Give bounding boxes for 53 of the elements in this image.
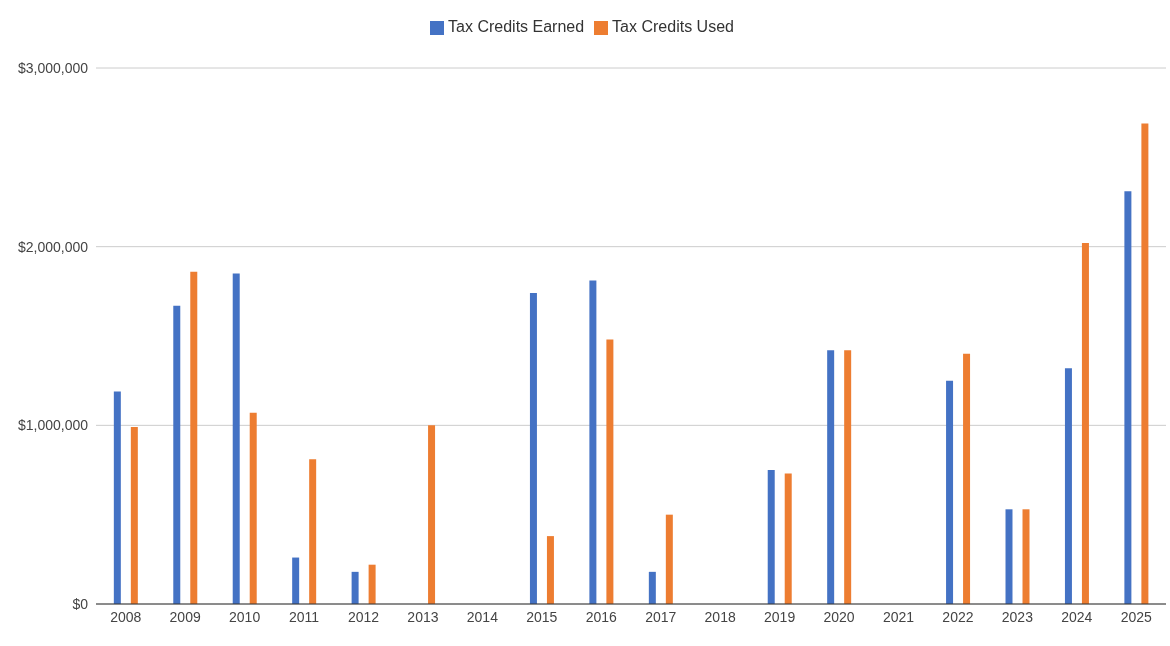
x-tick-label: 2017 (645, 608, 677, 625)
bar (113, 391, 121, 604)
bar (529, 293, 537, 604)
bar (351, 571, 359, 604)
x-tick-label: 2019 (764, 608, 796, 625)
bar (173, 305, 181, 604)
bar (1064, 368, 1072, 604)
bar (844, 350, 852, 604)
bar (190, 271, 198, 604)
x-tick-label: 2008 (110, 608, 142, 625)
bar (1022, 509, 1030, 604)
bar (589, 280, 597, 604)
x-tick-label: 2015 (526, 608, 558, 625)
bar (232, 273, 240, 604)
bar (309, 459, 317, 604)
x-tick-label: 2024 (1061, 608, 1093, 625)
bar (292, 557, 300, 604)
bar (249, 412, 257, 604)
bar (946, 380, 954, 604)
x-tick-label: 2023 (1001, 608, 1034, 625)
bar (428, 425, 436, 604)
bar (648, 571, 656, 604)
bar (1124, 191, 1132, 604)
bar (606, 339, 614, 604)
bar (1005, 509, 1013, 604)
legend-label: Tax Credits Earned (448, 18, 585, 35)
bar (767, 470, 775, 604)
x-tick-label: 2014 (466, 608, 499, 625)
bar (368, 564, 376, 604)
bar (1141, 123, 1149, 604)
bar (130, 427, 138, 604)
x-tick-label: 2022 (942, 608, 974, 625)
x-tick-label: 2016 (585, 608, 618, 625)
x-tick-label: 2025 (1120, 608, 1153, 625)
x-tick-label: 2021 (882, 608, 915, 625)
bar (665, 514, 673, 604)
x-tick-label: 2020 (823, 608, 855, 625)
legend-label: Tax Credits Used (612, 18, 734, 35)
y-tick-label: $0 (72, 595, 89, 612)
x-tick-label: 2018 (704, 608, 736, 625)
x-tick-label: 2013 (407, 608, 439, 625)
bar (546, 536, 554, 604)
x-tick-label: 2009 (169, 608, 201, 625)
bar (827, 350, 835, 604)
x-tick-label: 2010 (229, 608, 261, 625)
bar (1081, 243, 1089, 604)
y-tick-label: $2,000,000 (17, 238, 89, 255)
bar (784, 473, 792, 604)
x-tick-label: 2011 (289, 608, 320, 625)
y-tick-label: $3,000,000 (17, 59, 89, 76)
x-tick-label: 2012 (347, 608, 380, 625)
bar (963, 353, 971, 604)
y-tick-label: $1,000,000 (17, 417, 89, 434)
